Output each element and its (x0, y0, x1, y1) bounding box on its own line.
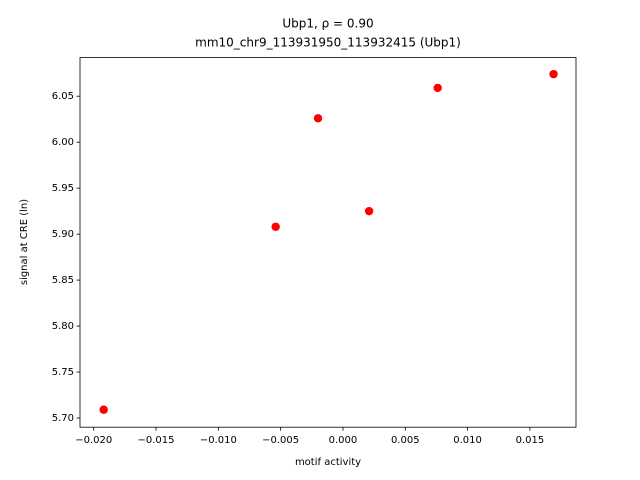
y-tick-label: 5.80 (52, 321, 74, 332)
plot-frame (79, 57, 577, 428)
x-tick-label: 0.000 (329, 435, 358, 446)
point (364, 206, 374, 216)
point (549, 69, 558, 79)
point (271, 222, 280, 231)
x-tick-label: 0.005 (391, 435, 420, 446)
x-tick-label: 0.010 (453, 435, 482, 446)
y-tick-label: 6.00 (52, 137, 74, 148)
y-axis-label: signal at CRE (ln) (19, 199, 30, 285)
x-tick-label: −0.015 (138, 435, 175, 446)
y-tick-label: 5.75 (52, 367, 74, 378)
chart-title: Ubp1, ρ = 0.90 (282, 17, 373, 31)
point (99, 405, 108, 414)
y-tick-label: 5.85 (52, 275, 74, 286)
x-axis-label: motif activity (295, 457, 361, 468)
y-tick-label: 5.95 (52, 183, 74, 194)
chart-subtitle: mm10_chr9_113931950_113932415 (Ubp1) (195, 36, 461, 50)
y-tick-label: 6.05 (52, 91, 74, 102)
y-tick-label: 5.70 (52, 413, 74, 424)
x-tick-label: −0.005 (262, 435, 299, 446)
point (433, 83, 442, 93)
x-tick-label: 0.015 (516, 435, 545, 446)
point (313, 114, 323, 123)
y-tick-label: 5.90 (52, 229, 74, 240)
x-tick-label: −0.020 (75, 435, 112, 446)
x-tick-label: −0.010 (200, 435, 237, 446)
